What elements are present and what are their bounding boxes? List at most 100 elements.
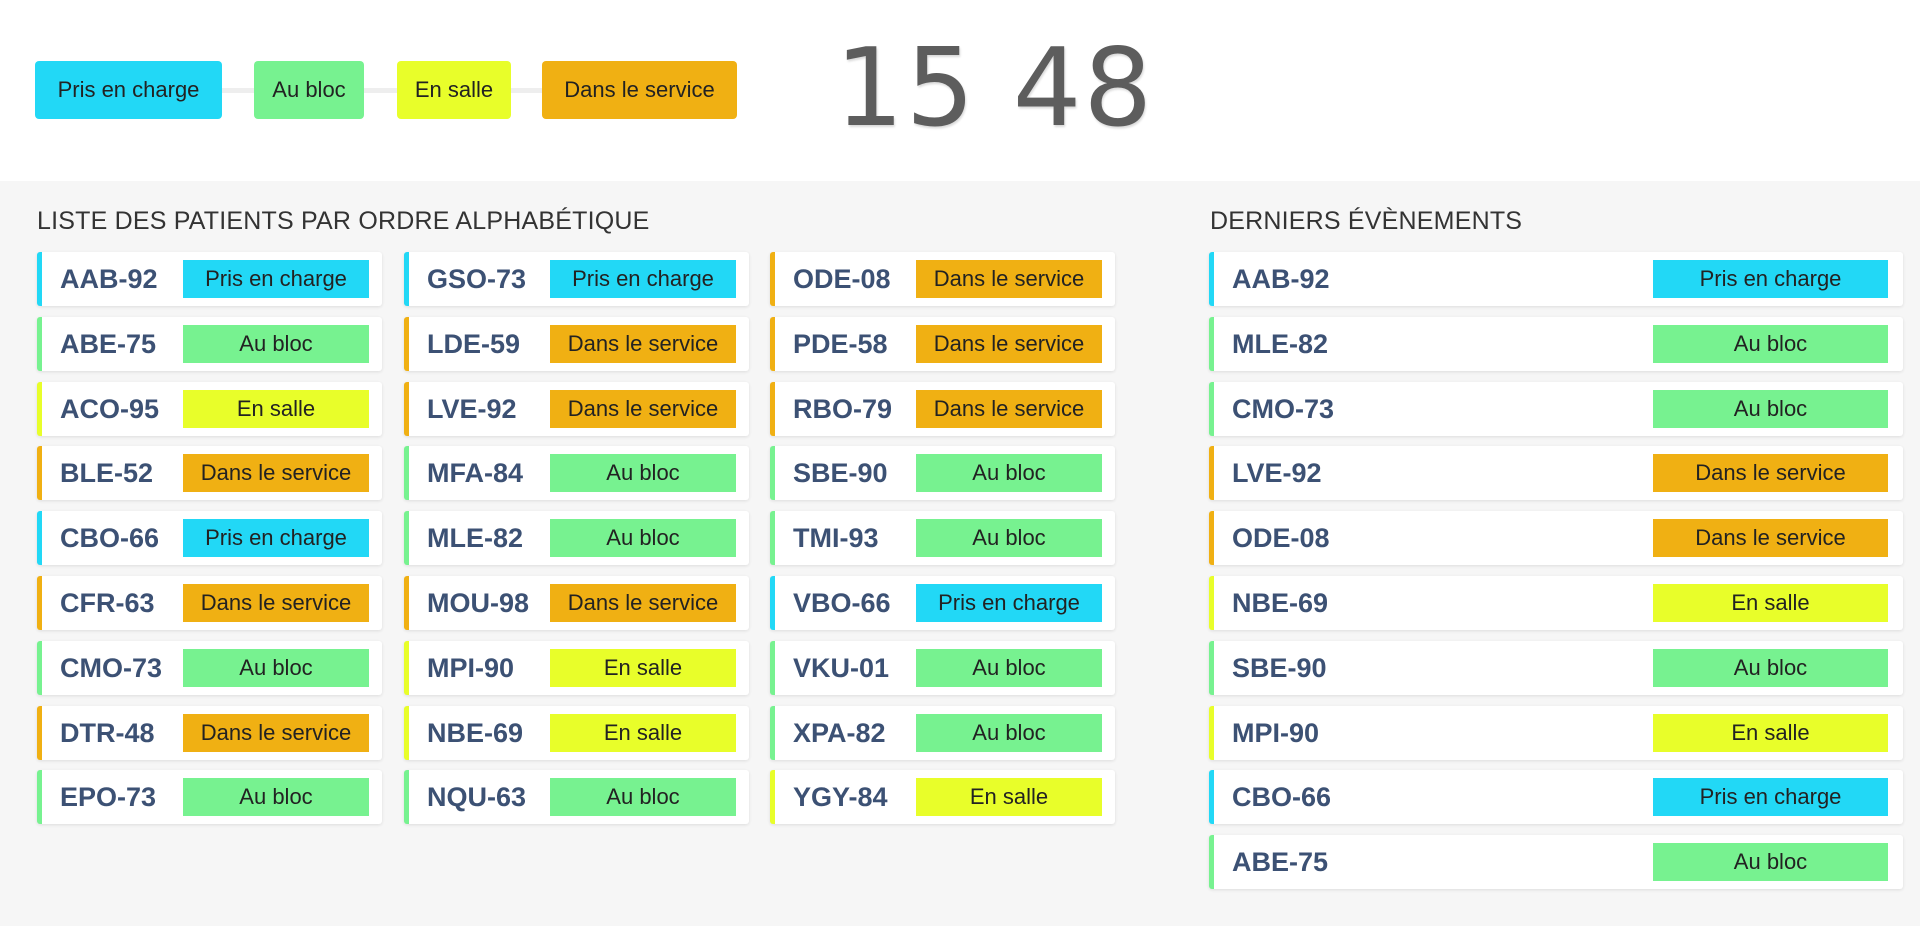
patient-card: ABE-75 Au bloc (37, 317, 382, 371)
status-badge: Au bloc (550, 778, 736, 816)
status-legend: Pris en charge Au bloc En salle Dans le ser… (35, 61, 737, 119)
patient-id: TMI-93 (793, 523, 879, 553)
status-badge: Au bloc (916, 714, 1102, 752)
status-badge: Dans le service (1653, 519, 1888, 557)
patient-id: CBO-66 (60, 523, 160, 553)
patient-card: TMI-93 Au bloc (770, 511, 1115, 565)
patient-id: LDE-59 (427, 329, 521, 359)
patient-card: NBE-69 En salle (404, 706, 749, 760)
patient-id: CFR-63 (60, 588, 155, 618)
patient-card: MPI-90 En salle (404, 641, 749, 695)
patient-id: ACO-95 (60, 394, 160, 424)
status-badge: Au bloc (550, 454, 736, 492)
clock: 15 48 (835, 26, 1155, 151)
status-badge: Dans le service (550, 325, 736, 363)
patient-card: LDE-59 Dans le service (404, 317, 749, 371)
patient-card: CBO-66 Pris en charge (37, 511, 382, 565)
status-badge: Dans le service (916, 325, 1102, 363)
patient-card: CFR-63 Dans le service (37, 576, 382, 630)
patient-card: SBE-90 Au bloc (770, 446, 1115, 500)
patient-id: SBE-90 (793, 458, 888, 488)
patient-id: MPI-90 (1232, 718, 1320, 748)
patient-id: DTR-48 (60, 718, 155, 748)
status-badge: Dans le service (916, 390, 1102, 428)
status-badge: Au bloc (916, 519, 1102, 557)
patient-id: AAB-92 (60, 264, 158, 294)
status-badge: Pris en charge (550, 260, 736, 298)
patient-card: CMO-73 Au bloc (37, 641, 382, 695)
patient-id: MLE-82 (427, 523, 524, 553)
patient-card: VBO-66 Pris en charge (770, 576, 1115, 630)
patient-card: ACO-95 En salle (37, 382, 382, 436)
patient-id: BLE-52 (60, 458, 154, 488)
event-card: ABE-75 Au bloc (1209, 835, 1903, 889)
patient-id: YGY-84 (793, 782, 888, 812)
event-card: MLE-82 Au bloc (1209, 317, 1903, 371)
patient-id: VKU-01 (793, 653, 890, 683)
status-badge: Dans le service (916, 260, 1102, 298)
patient-id: ABE-75 (1232, 847, 1329, 877)
status-badge: Pris en charge (183, 519, 369, 557)
patient-card: BLE-52 Dans le service (37, 446, 382, 500)
status-badge: Au bloc (183, 649, 369, 687)
patient-id: GSO-73 (427, 264, 527, 294)
event-card: ODE-08 Dans le service (1209, 511, 1903, 565)
patient-card: DTR-48 Dans le service (37, 706, 382, 760)
event-card: MPI-90 En salle (1209, 706, 1903, 760)
events-title: DERNIERS ÉVÈNEMENTS (1210, 207, 1523, 235)
patient-card: MOU-98 Dans le service (404, 576, 749, 630)
patient-card: PDE-58 Dans le service (770, 317, 1115, 371)
patient-card: LVE-92 Dans le service (404, 382, 749, 436)
patient-id: CMO-73 (1232, 394, 1335, 424)
status-badge: En salle (1653, 714, 1888, 752)
patient-id: MPI-90 (427, 653, 515, 683)
status-badge: Au bloc (550, 519, 736, 557)
patient-id: LVE-92 (1232, 458, 1322, 488)
patient-card: AAB-92 Pris en charge (37, 252, 382, 306)
legend-salle: En salle (397, 61, 511, 119)
patient-card: RBO-79 Dans le service (770, 382, 1115, 436)
patient-id: SBE-90 (1232, 653, 1327, 683)
event-card: LVE-92 Dans le service (1209, 446, 1903, 500)
status-badge: Dans le service (183, 454, 369, 492)
status-badge: En salle (916, 778, 1102, 816)
patients-title: LISTE DES PATIENTS PAR ORDRE ALPHABÉTIQU… (37, 207, 650, 235)
status-badge: Au bloc (1653, 843, 1888, 881)
legend-service: Dans le service (542, 61, 737, 119)
status-badge: Au bloc (916, 454, 1102, 492)
status-badge: Au bloc (1653, 390, 1888, 428)
patient-id: XPA-82 (793, 718, 886, 748)
patient-card: VKU-01 Au bloc (770, 641, 1115, 695)
patient-card: NQU-63 Au bloc (404, 770, 749, 824)
status-badge: En salle (550, 649, 736, 687)
patient-id: MLE-82 (1232, 329, 1329, 359)
patient-id: ODE-08 (793, 264, 891, 294)
event-card: CMO-73 Au bloc (1209, 382, 1903, 436)
status-badge: En salle (1653, 584, 1888, 622)
status-badge: En salle (550, 714, 736, 752)
patient-id: MFA-84 (427, 458, 524, 488)
patient-id: LVE-92 (427, 394, 517, 424)
event-card: SBE-90 Au bloc (1209, 641, 1903, 695)
patient-id: RBO-79 (793, 394, 893, 424)
header: Pris en charge Au bloc En salle Dans le ser… (0, 0, 1920, 181)
patient-card: ODE-08 Dans le service (770, 252, 1115, 306)
status-badge: Pris en charge (916, 584, 1102, 622)
status-badge: Dans le service (183, 714, 369, 752)
status-badge: Au bloc (1653, 325, 1888, 363)
patient-id: PDE-58 (793, 329, 888, 359)
patient-card: EPO-73 Au bloc (37, 770, 382, 824)
status-badge: Dans le service (550, 584, 736, 622)
patient-id: NBE-69 (1232, 588, 1329, 618)
patient-id: VBO-66 (793, 588, 891, 618)
patient-card: GSO-73 Pris en charge (404, 252, 749, 306)
patient-id: NQU-63 (427, 782, 527, 812)
patient-id: CBO-66 (1232, 782, 1332, 812)
patient-id: ODE-08 (1232, 523, 1330, 553)
patient-id: EPO-73 (60, 782, 157, 812)
status-badge: En salle (183, 390, 369, 428)
patient-id: NBE-69 (427, 718, 524, 748)
patient-card: MLE-82 Au bloc (404, 511, 749, 565)
patient-id: CMO-73 (60, 653, 163, 683)
status-badge: Pris en charge (1653, 778, 1888, 816)
